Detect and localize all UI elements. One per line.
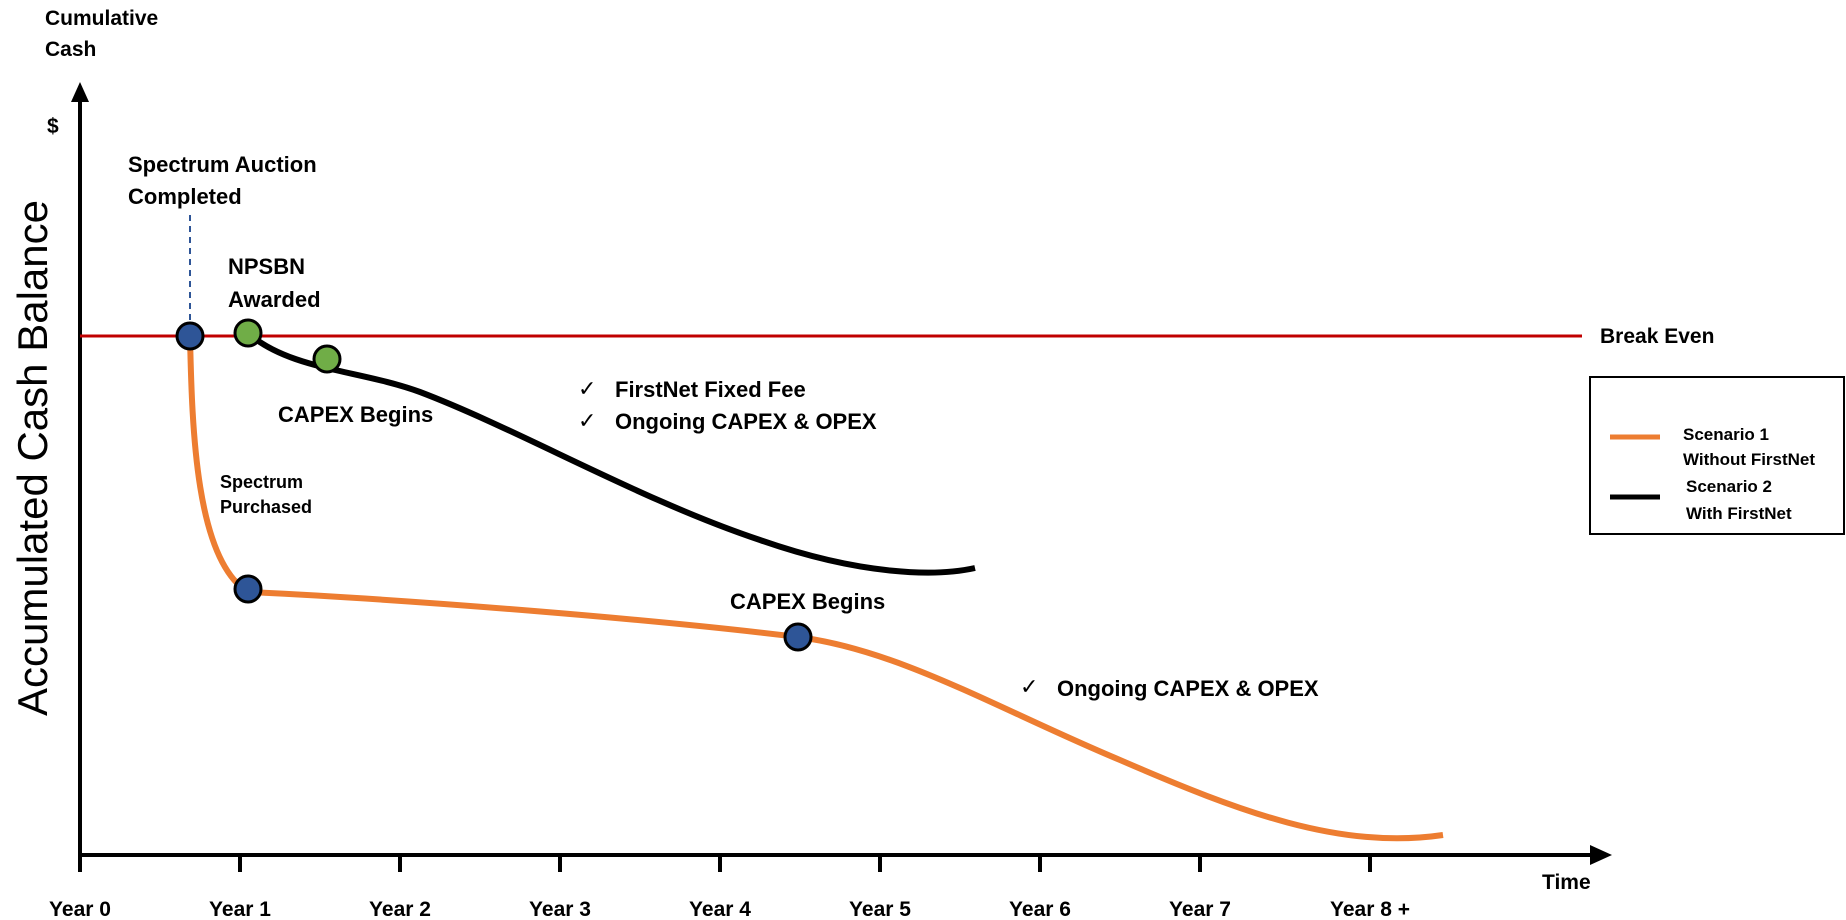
npsbn-label-line1: NPSBN <box>228 254 305 279</box>
npsbn-label-line2: Awarded <box>228 287 321 312</box>
y-title-line2: Cash <box>45 38 96 61</box>
x-tick-label: Year 0 <box>49 898 111 920</box>
y-axis-label: Accumulated Cash Balance <box>9 200 56 716</box>
fixed-fee-label: FirstNet Fixed Fee <box>615 377 806 402</box>
legend-s2-line1: Scenario 2 <box>1686 477 1772 496</box>
x-tick-label: Year 2 <box>369 898 431 920</box>
x-ticks <box>78 855 1372 872</box>
capex-begins-s2-label: CAPEX Begins <box>278 402 433 427</box>
y-unit-label: $ <box>47 115 59 138</box>
x-tick-label: Year 1 <box>209 898 271 920</box>
legend: Scenario 1 Without FirstNet Scenario 2 W… <box>1589 376 1845 535</box>
check-icon: ✓ <box>578 377 596 402</box>
marker-capex-s2 <box>312 344 342 374</box>
ongoing-s2-label: Ongoing CAPEX & OPEX <box>615 409 877 434</box>
legend-box <box>1589 376 1845 535</box>
spectrum-purchased-line2: Purchased <box>220 497 312 517</box>
x-axis-title: Time <box>1542 871 1591 894</box>
y-axis-arrow <box>71 82 89 102</box>
capex-begins-s1-label: CAPEX Begins <box>730 589 885 614</box>
ongoing-s1-label: Ongoing CAPEX & OPEX <box>1057 676 1319 701</box>
y-title-line1: Cumulative <box>45 7 158 30</box>
marker-capex-s1 <box>783 622 813 652</box>
legend-s2-line2: With FirstNet <box>1686 504 1792 523</box>
x-tick-label: Year 6 <box>1009 898 1071 920</box>
auction-label-line1: Spectrum Auction <box>128 152 317 177</box>
check-icon: ✓ <box>578 409 596 434</box>
x-axis-arrow <box>1590 845 1612 865</box>
legend-s1-line2: Without FirstNet <box>1683 450 1815 469</box>
x-tick-labels: Year 0 Year 1 Year 2 Year 3 Year 4 Year … <box>49 898 1410 920</box>
break-even-label: Break Even <box>1600 325 1714 348</box>
marker-npsbn <box>233 318 263 348</box>
x-tick-label: Year 4 <box>689 898 751 920</box>
x-tick-label: Year 3 <box>529 898 591 920</box>
marker-auction <box>175 321 205 351</box>
spectrum-purchased-line1: Spectrum <box>220 472 303 492</box>
x-tick-label: Year 8 + <box>1330 898 1410 920</box>
scenario2-curve <box>246 330 976 576</box>
legend-s1-line1: Scenario 1 <box>1683 425 1769 444</box>
auction-label-line2: Completed <box>128 184 242 209</box>
x-tick-label: Year 7 <box>1169 898 1231 920</box>
check-icon: ✓ <box>1020 675 1038 700</box>
marker-spectrum-purchased <box>233 574 263 604</box>
x-tick-label: Year 5 <box>849 898 911 920</box>
